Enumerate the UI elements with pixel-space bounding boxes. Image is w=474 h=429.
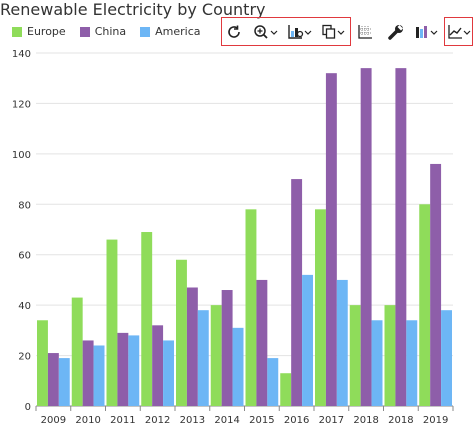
bar-europe-2016[interactable] — [280, 373, 292, 406]
bar-chart-icon — [416, 26, 438, 38]
y-tick-label: 20 — [18, 352, 31, 363]
x-tick-label: 2018 — [388, 415, 413, 426]
legend: Europe China America — [12, 25, 200, 38]
bar-america-2017[interactable] — [336, 279, 348, 406]
x-tick-label: 2012 — [145, 415, 170, 426]
refresh-button[interactable] — [223, 18, 245, 46]
bar-america-2018[interactable] — [371, 320, 383, 406]
line-chart-icon — [448, 25, 471, 39]
zoom-in-icon — [254, 25, 278, 39]
zoom-button[interactable] — [252, 18, 280, 46]
bar-europe-2010[interactable] — [71, 297, 83, 406]
bar-china-2018[interactable] — [360, 68, 372, 406]
bar-europe-2014[interactable] — [210, 305, 222, 406]
bar-china-2015[interactable] — [256, 279, 268, 406]
toolbar-group-type — [444, 17, 473, 46]
x-tick-label: 2014 — [214, 415, 239, 426]
toolbar-group-view — [221, 17, 351, 46]
y-tick-label: 100 — [12, 150, 31, 161]
bar-america-2011[interactable] — [128, 335, 140, 406]
bar-china-2010[interactable] — [82, 340, 94, 406]
legend-swatch-america — [140, 26, 151, 37]
x-tick-label: 2016 — [284, 415, 309, 426]
bar-china-2019[interactable] — [430, 163, 442, 406]
y-tick-label: 80 — [18, 200, 31, 211]
legend-item-europe[interactable]: Europe — [12, 25, 66, 38]
x-tick-label: 2017 — [319, 415, 344, 426]
bar-china-2009[interactable] — [47, 353, 59, 406]
bar-europe-2018[interactable] — [384, 305, 396, 406]
bar-europe-2012[interactable] — [141, 232, 153, 406]
copy-icon — [322, 24, 345, 39]
copy-button[interactable] — [320, 18, 348, 46]
bar-america-2013[interactable] — [197, 310, 209, 406]
gridlines-button[interactable] — [355, 18, 375, 46]
x-tick-label: 2009 — [41, 415, 66, 426]
bar-europe-2017[interactable] — [315, 209, 326, 406]
legend-item-america[interactable]: America — [140, 25, 200, 38]
bar-china-2011[interactable] — [117, 332, 129, 406]
wrench-button[interactable] — [385, 18, 407, 46]
chart-settings-icon — [288, 25, 312, 39]
bar-america-2018[interactable] — [406, 320, 418, 406]
bar-america-2016[interactable] — [302, 274, 313, 406]
bar-america-2015[interactable] — [267, 358, 279, 406]
bar-america-2009[interactable] — [58, 358, 70, 406]
wrench-icon — [388, 25, 403, 40]
bar-europe-2015[interactable] — [245, 209, 257, 406]
x-tick-label: 2019 — [423, 415, 448, 426]
bar-europe-2011[interactable] — [106, 239, 118, 406]
x-tick-label: 2013 — [180, 415, 205, 426]
chart-settings-button[interactable] — [286, 18, 314, 46]
bar-europe-2013[interactable] — [176, 259, 187, 406]
y-tick-label: 120 — [12, 99, 31, 110]
x-tick-label: 2018 — [353, 415, 378, 426]
legend-label-europe: Europe — [27, 25, 66, 38]
gridlines-icon — [358, 25, 372, 39]
bar-china-2013[interactable] — [186, 287, 198, 406]
bar-china-2014[interactable] — [221, 290, 233, 406]
legend-label-america: America — [155, 25, 201, 38]
bar-china-2017[interactable] — [325, 73, 337, 407]
bar-china-2018[interactable] — [395, 68, 407, 406]
chart-title: Renewable Electricity by Country — [0, 0, 266, 19]
y-tick-label: 0 — [25, 402, 31, 413]
bar-america-2010[interactable] — [93, 345, 105, 406]
y-tick-label: 40 — [18, 301, 31, 312]
legend-swatch-china — [79, 26, 90, 37]
legend-label-china: China — [94, 25, 127, 38]
bar-china-2016[interactable] — [291, 179, 303, 406]
x-tick-label: 2011 — [110, 415, 135, 426]
bar-america-2014[interactable] — [232, 327, 244, 406]
y-tick-label: 140 — [12, 49, 31, 60]
x-tick-label: 2015 — [249, 415, 274, 426]
bar-china-2012[interactable] — [152, 325, 164, 406]
bar-america-2019[interactable] — [441, 310, 452, 406]
legend-item-china[interactable]: China — [79, 25, 127, 38]
x-tick-label: 2010 — [75, 415, 100, 426]
chart-type-line-button[interactable] — [446, 18, 472, 46]
bar-europe-2009[interactable] — [37, 320, 48, 406]
bar-europe-2018[interactable] — [349, 305, 361, 406]
refresh-icon — [228, 25, 240, 38]
chart-type-bar-button[interactable] — [414, 18, 440, 46]
y-tick-label: 60 — [18, 251, 31, 262]
bar-europe-2019[interactable] — [419, 204, 431, 406]
legend-swatch-europe — [12, 26, 22, 37]
bar-america-2012[interactable] — [163, 340, 174, 406]
